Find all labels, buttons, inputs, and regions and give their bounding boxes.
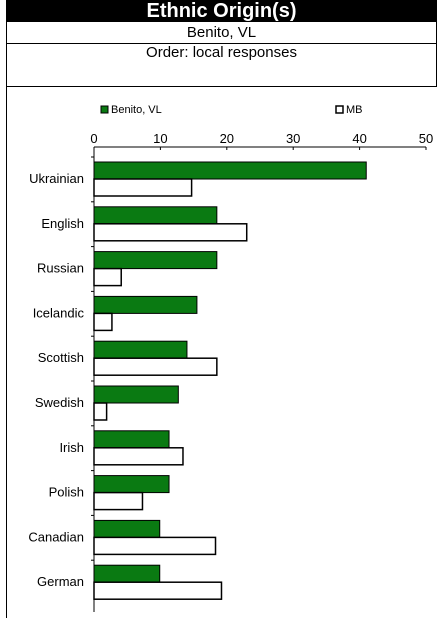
category-label: German — [37, 574, 84, 589]
bar-mb — [93, 178, 193, 197]
bar-mb — [93, 581, 223, 600]
bar-benito — [93, 564, 161, 583]
bar-benito — [93, 206, 218, 225]
legend-label-mb: MB — [346, 104, 363, 116]
legend-swatch-benito — [100, 105, 109, 114]
bar-mb — [93, 447, 184, 466]
legend-label-benito: Benito, VL — [111, 104, 162, 116]
bar-benito — [93, 519, 161, 538]
bar-mb — [93, 491, 144, 511]
category-label: Swedish — [35, 395, 84, 410]
category-label: Russian — [37, 261, 84, 276]
bar-mb — [93, 357, 218, 376]
bar-benito — [93, 430, 170, 449]
category-label: Ukrainian — [29, 171, 84, 186]
frame-left-rule — [6, 87, 7, 618]
category-label: English — [41, 216, 84, 231]
category-labels: Ukrainian English Russian Icelandic Scottish… — [28, 156, 94, 589]
bar-benito — [93, 251, 218, 270]
bar-mb — [93, 312, 113, 332]
bar-benito — [93, 340, 188, 359]
category-label: Canadian — [28, 529, 84, 544]
x-tick-label: 10 — [153, 131, 167, 146]
legend-swatch-mb — [335, 105, 344, 114]
chart-subtitle: Benito, VL — [6, 22, 437, 44]
order-caption: Order: local responses — [146, 44, 297, 61]
x-tick-label: 0 — [90, 131, 97, 146]
bar-benito — [93, 295, 198, 314]
category-label: Irish — [59, 440, 84, 455]
category-label: Polish — [49, 485, 84, 500]
category-label: Icelandic — [33, 305, 85, 320]
bar-mb — [93, 267, 122, 287]
legend: Benito, VL MB — [100, 104, 363, 116]
order-caption-box: Order: local responses — [6, 43, 437, 87]
bars — [93, 161, 367, 600]
bar-benito — [93, 475, 170, 494]
chart-title: Ethnic Origin(s) — [6, 0, 437, 22]
x-axis-ticks: 0 10 20 30 40 50 — [90, 131, 433, 150]
x-tick-label: 40 — [352, 131, 366, 146]
x-tick-label: 50 — [419, 131, 433, 146]
x-tick-label: 20 — [220, 131, 234, 146]
bar-benito — [93, 385, 179, 404]
bar-mb — [93, 402, 108, 421]
bar-mb — [93, 223, 248, 242]
x-tick-label: 30 — [286, 131, 300, 146]
bar-benito — [93, 161, 367, 180]
bar-mb — [93, 536, 217, 556]
category-label: Scottish — [38, 350, 84, 365]
